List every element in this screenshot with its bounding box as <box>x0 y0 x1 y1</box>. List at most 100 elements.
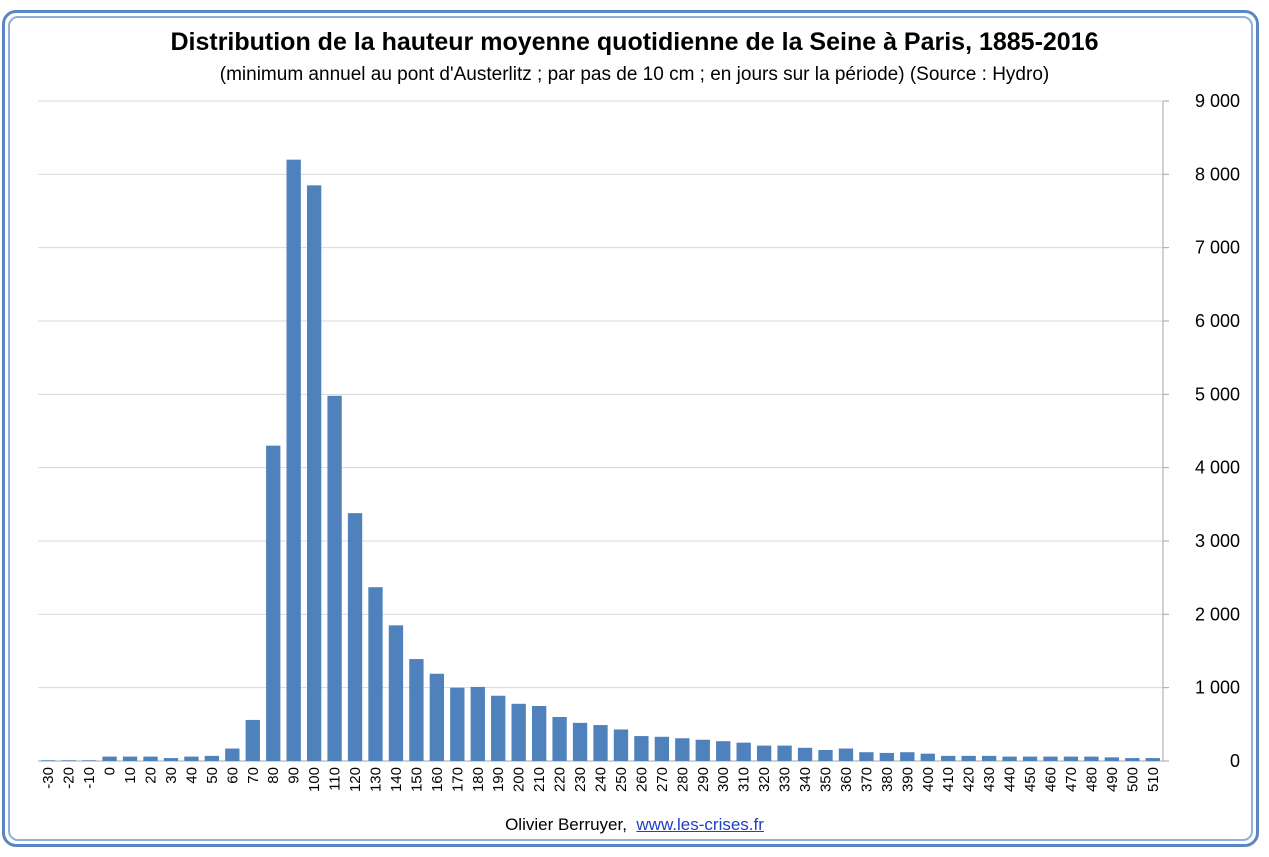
credit-line: Olivier Berruyer, www.les-crises.fr <box>0 815 1269 835</box>
bar <box>184 756 199 761</box>
bar <box>266 445 281 761</box>
bar <box>61 760 76 761</box>
bar <box>1125 758 1140 761</box>
x-tick-label: 20 <box>143 767 160 784</box>
x-tick-label: 220 <box>552 767 569 792</box>
gridlines <box>38 100 1163 762</box>
bar <box>716 741 731 761</box>
bar <box>777 745 792 761</box>
website-link[interactable]: www.les-crises.fr <box>636 815 764 834</box>
x-tick-label: 120 <box>347 767 364 792</box>
bar <box>879 752 895 761</box>
bar <box>756 745 772 761</box>
bar <box>122 756 138 761</box>
x-tick-label: 340 <box>797 767 814 792</box>
x-tick-label: 200 <box>511 767 528 792</box>
x-tick-label: -30 <box>40 767 57 789</box>
y-tick-label: 5 000 <box>1195 384 1240 404</box>
bar <box>613 729 629 761</box>
bar <box>531 706 547 761</box>
bar <box>409 659 424 761</box>
x-tick-label: 130 <box>368 767 385 792</box>
chart-frame-inner <box>8 16 1253 841</box>
bars <box>41 159 1160 762</box>
bar <box>941 755 956 761</box>
x-tick-label: 310 <box>736 767 753 792</box>
x-tick-label: 150 <box>408 767 425 792</box>
x-tick-label: 170 <box>449 767 466 792</box>
y-tick-label: 3 000 <box>1195 531 1240 551</box>
bar <box>429 673 445 761</box>
y-tick-label: 2 000 <box>1195 604 1240 624</box>
x-tick-label: 280 <box>674 767 691 792</box>
x-tick-label: 110 <box>327 767 344 791</box>
x-tick-label: 0 <box>102 767 119 775</box>
bar <box>797 747 813 761</box>
y-tick-label: 9 000 <box>1195 91 1240 111</box>
x-tick-label: 380 <box>879 767 896 792</box>
x-tick-label: 320 <box>756 767 773 792</box>
bar <box>859 752 874 761</box>
chart-subtitle: (minimum annuel au pont d'Austerlitz ; p… <box>219 64 1050 85</box>
x-tick-label: 240 <box>593 767 610 792</box>
x-tick-label: 360 <box>838 767 855 792</box>
bar <box>347 513 363 761</box>
y-axis-ticks: 0 1 000 2 000 3 000 4 000 5 000 6 000 7 000 8 00… <box>1162 91 1240 771</box>
x-tick-label: 390 <box>899 767 916 792</box>
x-tick-label: 420 <box>961 767 978 792</box>
x-tick-label: 140 <box>388 767 405 792</box>
x-tick-label: 90 <box>286 767 303 784</box>
bar <box>920 753 935 761</box>
bar <box>634 736 649 761</box>
x-tick-label: 180 <box>470 767 487 792</box>
bar <box>225 748 240 761</box>
y-tick-label: 6 000 <box>1195 311 1240 331</box>
y-tick-label: 4 000 <box>1195 458 1240 478</box>
bar <box>675 738 690 761</box>
bar <box>306 185 322 762</box>
x-tick-label: 10 <box>122 767 139 784</box>
bar <box>1084 756 1099 761</box>
bar <box>163 758 179 761</box>
bar <box>102 756 117 761</box>
bar <box>204 755 220 761</box>
bar <box>470 686 485 761</box>
x-tick-label: 100 <box>306 767 323 792</box>
x-tick-label: 70 <box>245 767 262 784</box>
bar <box>818 750 833 761</box>
chart-title: Distribution de la hauteur moyenne quoti… <box>170 28 1099 56</box>
x-tick-label: 450 <box>1022 767 1039 792</box>
x-tick-label: 460 <box>1043 767 1060 792</box>
y-tick-label: 8 000 <box>1195 164 1240 184</box>
bar <box>143 756 158 761</box>
bar <box>1063 756 1079 761</box>
x-tick-label: 260 <box>633 767 650 792</box>
y-tick-label: 1 000 <box>1195 678 1240 698</box>
bar <box>593 725 608 761</box>
x-tick-label: 470 <box>1063 767 1080 792</box>
x-tick-label: 60 <box>224 767 241 784</box>
x-tick-label: 40 <box>183 767 200 784</box>
bar <box>552 717 567 761</box>
bar <box>981 755 997 761</box>
x-tick-label: 400 <box>920 767 937 792</box>
bar <box>961 755 976 761</box>
x-tick-label: 300 <box>715 767 732 792</box>
bar <box>81 760 97 761</box>
x-tick-label: 350 <box>818 767 835 792</box>
x-tick-label: 430 <box>981 767 998 792</box>
bar <box>245 719 260 761</box>
bar <box>491 695 506 761</box>
x-tick-label: 50 <box>204 767 221 784</box>
x-tick-label: 370 <box>858 767 875 792</box>
x-tick-label: 190 <box>490 767 507 792</box>
bar <box>736 742 751 761</box>
bar <box>41 760 56 761</box>
x-tick-label: 440 <box>1002 767 1019 792</box>
bar <box>450 687 465 761</box>
bar <box>286 159 301 761</box>
bar <box>368 587 383 761</box>
x-tick-label: 250 <box>613 767 630 792</box>
bar <box>1145 758 1160 761</box>
